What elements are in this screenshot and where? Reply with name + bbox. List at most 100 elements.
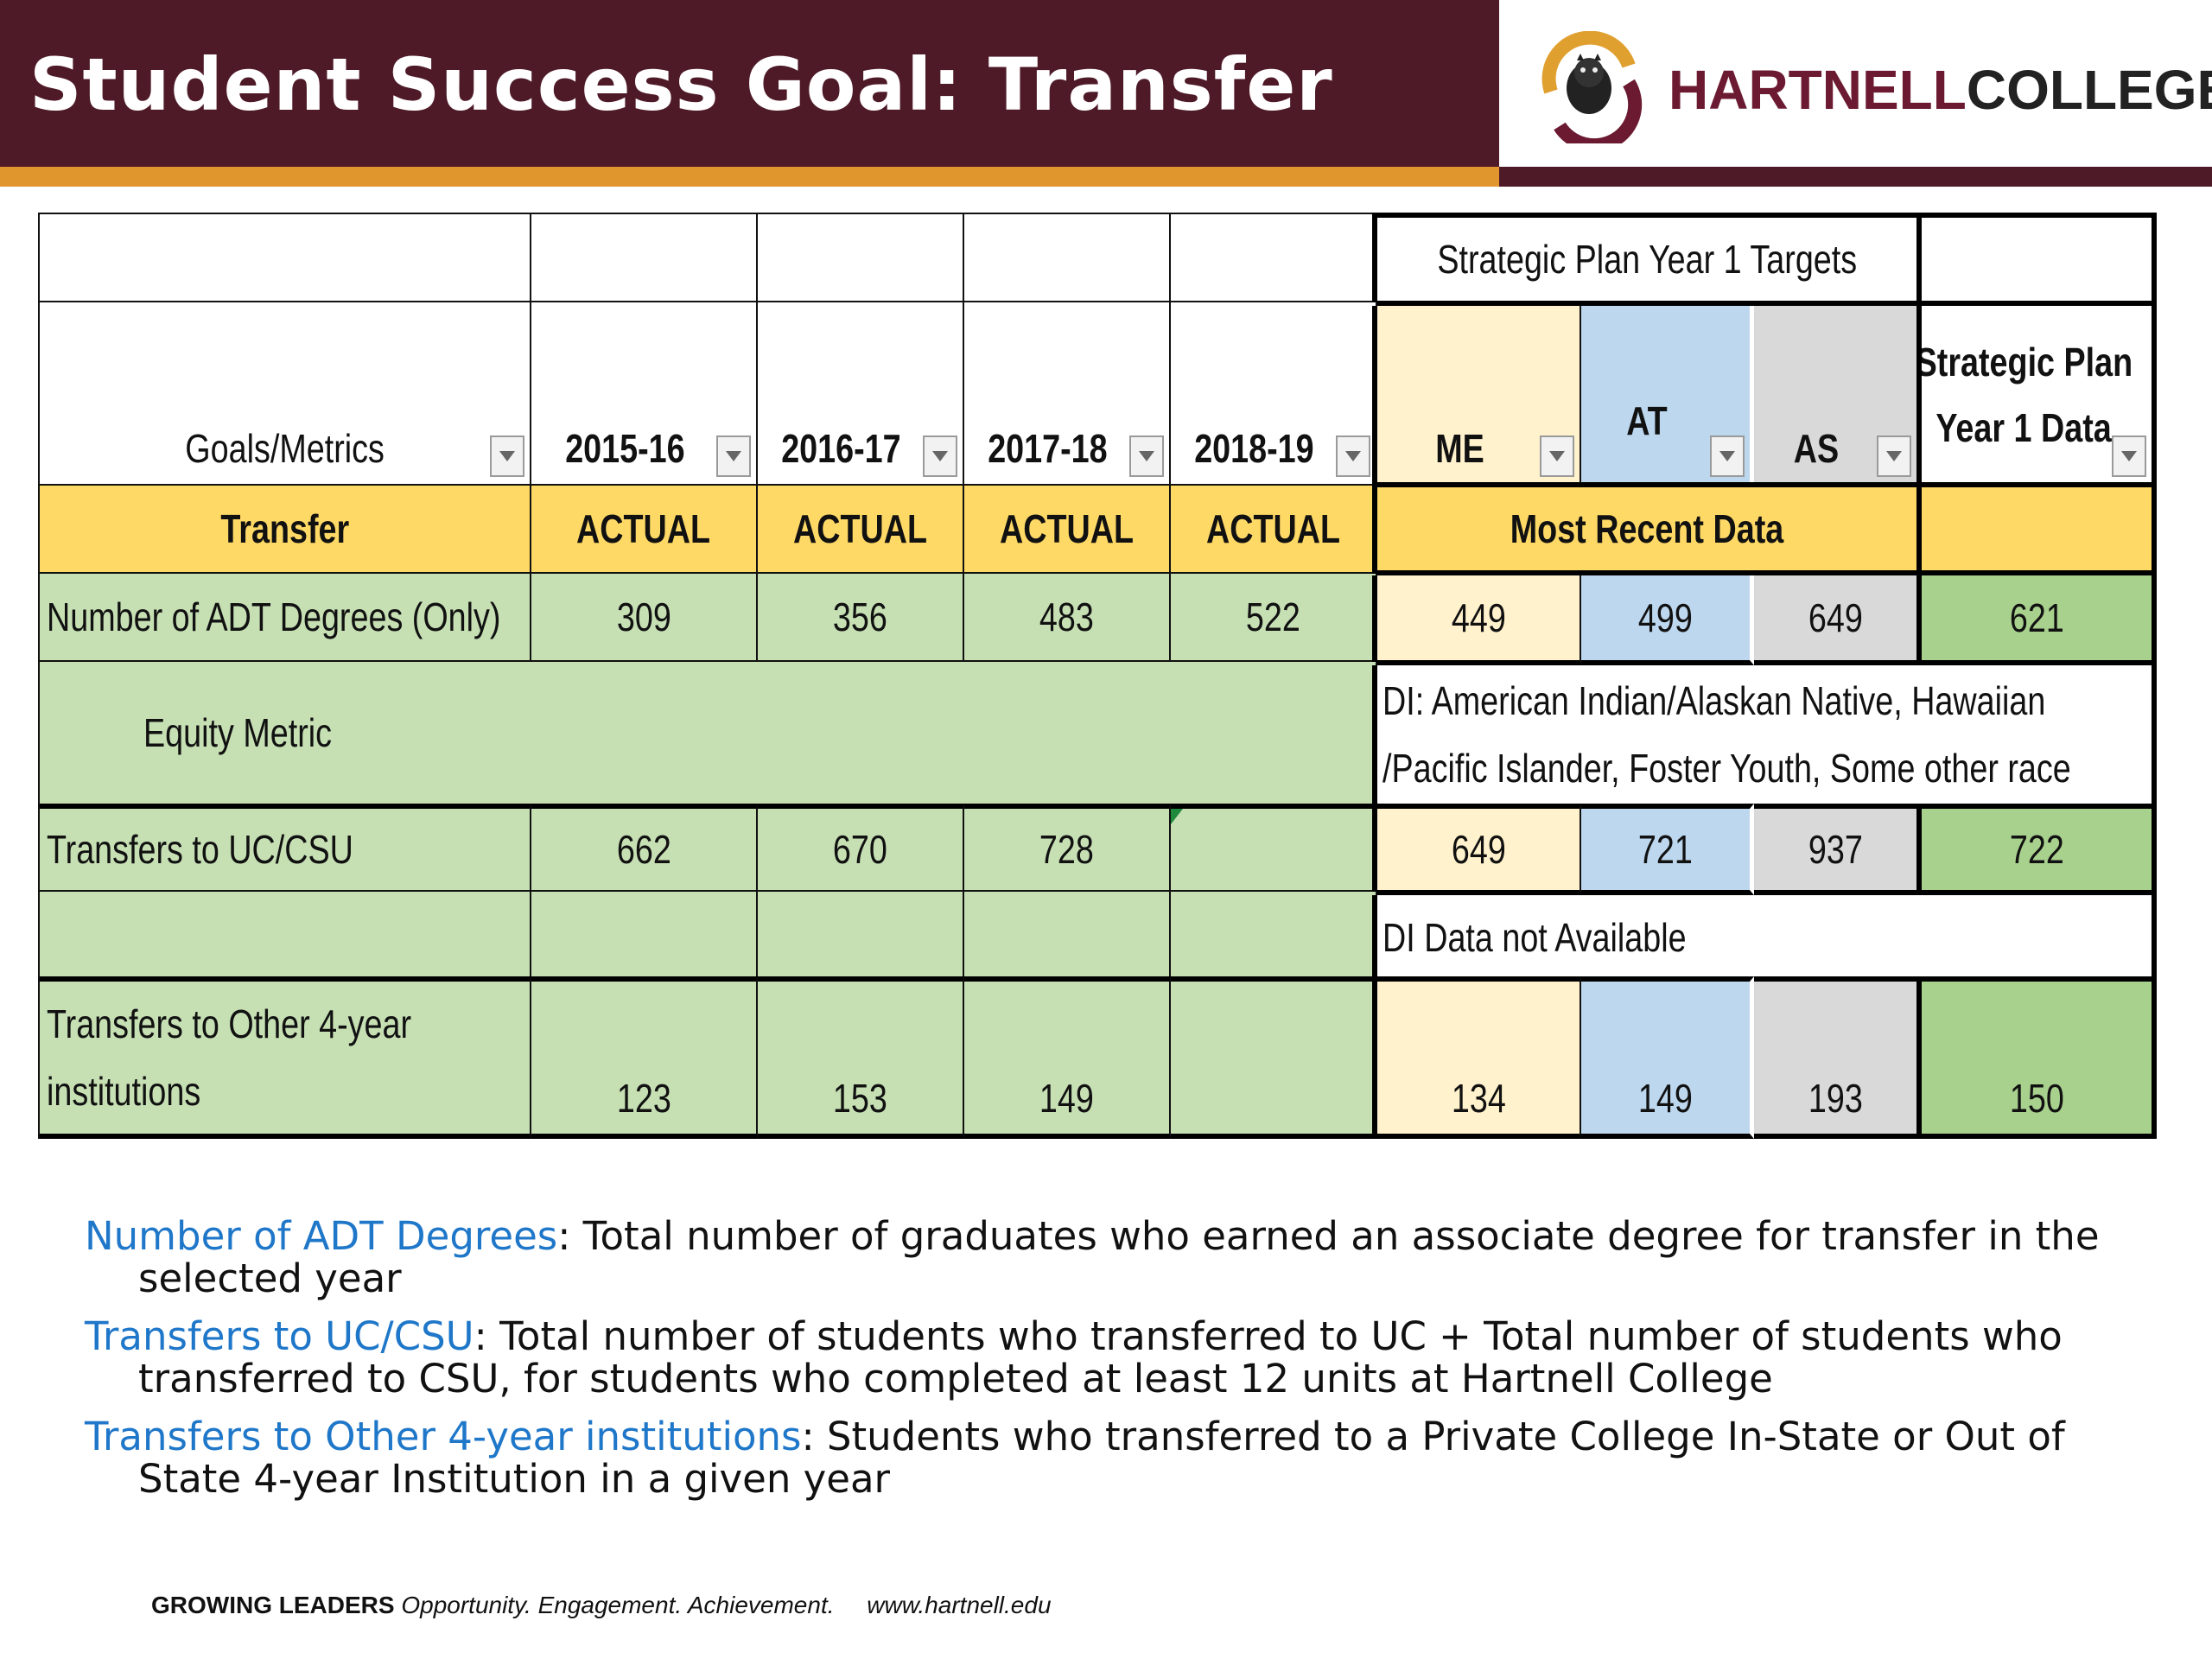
value-text: 649 xyxy=(1808,595,1863,640)
target-as-cell: 937 xyxy=(1754,804,1922,895)
target-at-cell: 149 xyxy=(1581,976,1754,1139)
di-groups-cell: DI: American Indian/Alaskan Native, Hawa… xyxy=(1372,665,2157,805)
col-header-sp-data[interactable]: Strategic Plan Year 1 Data xyxy=(1922,306,2157,486)
col-header-me[interactable]: ME xyxy=(1372,306,1581,486)
filter-dropdown-icon[interactable] xyxy=(1336,435,1370,477)
blank-cell xyxy=(1171,892,1377,980)
section-blank-cell xyxy=(1922,482,2157,575)
value-text: 722 xyxy=(2009,827,2064,872)
actual-label: ACTUAL xyxy=(964,486,1171,574)
footer-url[interactable]: www.hartnell.edu xyxy=(867,1592,1052,1618)
definition-term: Transfers to Other 4-year institutions xyxy=(85,1414,802,1459)
panther-logo-icon xyxy=(1541,31,1643,143)
metric-label-text: Number of ADT Degrees (Only) xyxy=(47,594,501,639)
logo-word-hartnell: HARTNELL xyxy=(1669,59,1967,121)
value-text: 662 xyxy=(616,827,671,872)
metric-label-uccsu: Transfers to UC/CSU xyxy=(40,804,531,892)
blank-cell xyxy=(531,892,758,980)
equity-metric-label: Equity Metric xyxy=(143,710,333,755)
section-label-text: Transfer xyxy=(220,506,349,551)
filter-dropdown-icon[interactable] xyxy=(716,435,751,477)
col-header-label: 2015-16 xyxy=(564,426,685,471)
filter-dropdown-icon[interactable] xyxy=(1710,435,1745,477)
metric-label-other4yr: Transfers to Other 4-year institutions xyxy=(40,976,531,1139)
table-left-border xyxy=(38,213,40,1139)
filter-dropdown-icon[interactable] xyxy=(2112,435,2146,477)
equity-metric-cell: Equity Metric xyxy=(40,662,1377,805)
col-header-metric[interactable]: Goals/Metrics xyxy=(40,302,531,486)
definition-uccsu: Transfers to UC/CSU: Total number of stu… xyxy=(85,1315,2158,1400)
col-header-label: 2018-19 xyxy=(1194,426,1314,471)
metric-label-text: Transfers to UC/CSU xyxy=(47,827,353,872)
blank-header-cell xyxy=(1922,213,2157,306)
blank-cell xyxy=(964,892,1171,980)
value-text: 193 xyxy=(1808,1076,1863,1121)
col-header-2018-19[interactable]: 2018-19 xyxy=(1171,302,1377,486)
blank-header-cell xyxy=(40,214,531,302)
value-text: 150 xyxy=(2009,1076,2064,1121)
col-header-label-line2: Year 1 Data xyxy=(1936,405,2112,450)
definition-text: : Students who transferred to a Private … xyxy=(138,1414,2065,1502)
header-band: Student Success Goal: Transfer xyxy=(0,0,1499,167)
most-recent-data-label: Most Recent Data xyxy=(1372,482,1922,575)
footer: GROWING LEADERS Opportunity. Engagement.… xyxy=(151,1592,1052,1619)
comment-marker-icon xyxy=(1171,809,1183,824)
blank-cell xyxy=(40,892,531,980)
target-at-cell: 499 xyxy=(1581,575,1754,665)
col-header-at[interactable]: AT xyxy=(1581,306,1754,486)
targets-group-label: Strategic Plan Year 1 Targets xyxy=(1437,237,1857,282)
actual-label-text: ACTUAL xyxy=(576,506,711,551)
filter-dropdown-icon[interactable] xyxy=(490,435,524,477)
col-header-label-line1: Strategic Plan xyxy=(1922,340,2133,385)
targets-group-header: Strategic Plan Year 1 Targets xyxy=(1372,213,1922,306)
sp-data-cell: 150 xyxy=(1922,976,2157,1139)
col-header-as[interactable]: AS xyxy=(1754,306,1922,486)
col-header-label: ME xyxy=(1434,426,1484,471)
value-text: 670 xyxy=(833,827,887,872)
target-as-cell: 649 xyxy=(1754,575,1922,665)
value-text: 649 xyxy=(1451,827,1506,872)
logo-word-college: COLLEGE xyxy=(1966,59,2212,121)
metric-label-line2: institutions xyxy=(47,1069,201,1114)
definition-text: : Total number of graduates who earned a… xyxy=(138,1213,2100,1301)
value-cell: 123 xyxy=(531,976,758,1139)
value-text: 149 xyxy=(1039,1076,1094,1121)
filter-dropdown-icon[interactable] xyxy=(1540,435,1574,477)
metric-label-line1: Transfers to Other 4-year xyxy=(47,1001,412,1046)
filter-dropdown-icon[interactable] xyxy=(1877,435,1911,477)
value-text: 153 xyxy=(833,1076,887,1121)
blank-header-cell xyxy=(964,214,1171,302)
value-cell: 483 xyxy=(964,574,1171,662)
col-header-2015-16[interactable]: 2015-16 xyxy=(531,302,758,486)
blank-header-cell xyxy=(531,214,758,302)
definition-term: Transfers to UC/CSU xyxy=(85,1313,474,1359)
col-header-2016-17[interactable]: 2016-17 xyxy=(758,302,964,486)
footer-brand: GROWING LEADERS xyxy=(151,1592,395,1618)
header-maroon-stripe xyxy=(1499,167,2212,187)
value-text: 309 xyxy=(616,594,671,639)
value-cell: 309 xyxy=(531,574,758,662)
definition-adt: Number of ADT Degrees: Total number of g… xyxy=(85,1215,2158,1300)
value-text: 522 xyxy=(1246,594,1300,639)
transfer-metrics-table: Strategic Plan Year 1 Targets Goals/Metr… xyxy=(38,213,2157,1139)
sp-data-cell: 621 xyxy=(1922,575,2157,665)
actual-label-text: ACTUAL xyxy=(792,506,928,551)
blank-header-cell xyxy=(1171,214,1377,302)
target-me-cell: 134 xyxy=(1372,976,1581,1139)
section-label-transfer: Transfer xyxy=(40,486,531,574)
actual-label: ACTUAL xyxy=(758,486,964,574)
target-at-cell: 721 xyxy=(1581,804,1754,895)
col-header-label: 2017-18 xyxy=(988,426,1108,471)
col-header-2017-18[interactable]: 2017-18 xyxy=(964,302,1171,486)
metric-label-adt: Number of ADT Degrees (Only) xyxy=(40,574,531,662)
actual-label: ACTUAL xyxy=(531,486,758,574)
value-text: 937 xyxy=(1808,827,1863,872)
value-cell xyxy=(1171,976,1377,1139)
actual-label-text: ACTUAL xyxy=(999,506,1135,551)
filter-dropdown-icon[interactable] xyxy=(923,435,957,477)
value-cell: 728 xyxy=(964,804,1171,892)
filter-dropdown-icon[interactable] xyxy=(1129,435,1164,477)
value-text: 483 xyxy=(1039,594,1094,639)
value-text: 621 xyxy=(2009,595,2064,640)
target-me-cell: 649 xyxy=(1372,804,1581,895)
